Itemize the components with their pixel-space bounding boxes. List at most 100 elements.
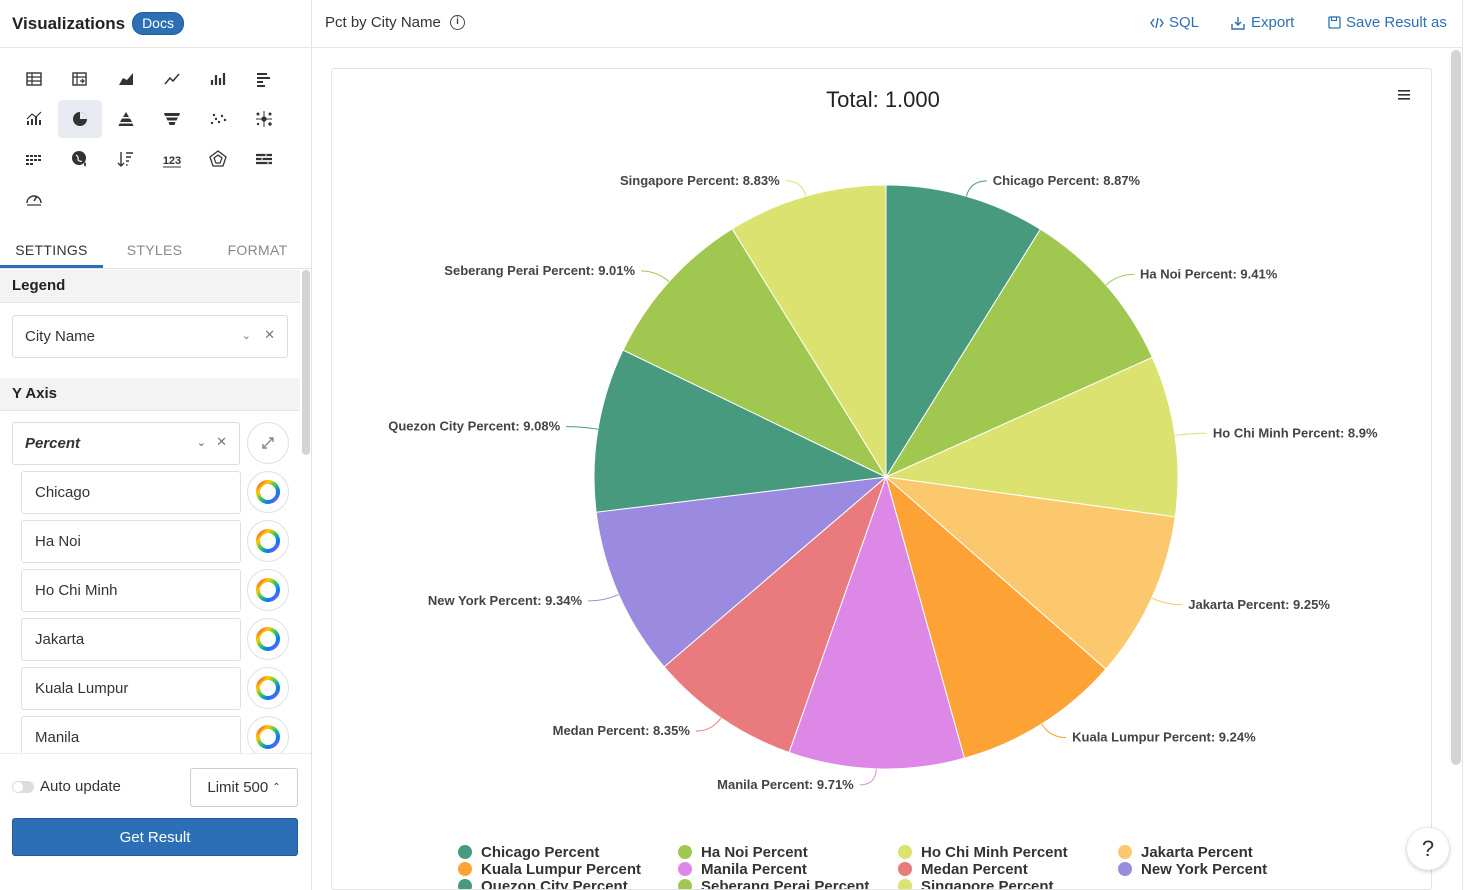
bar-chart-button[interactable] <box>242 60 286 98</box>
series-color-button[interactable] <box>247 618 289 660</box>
combo-chart-button[interactable] <box>12 100 56 138</box>
legend-swatch <box>898 862 912 876</box>
pivot-table-button[interactable] <box>58 60 102 98</box>
tab-format[interactable]: FORMAT <box>227 242 288 258</box>
series-color-button[interactable] <box>247 716 289 753</box>
pie-slice[interactable] <box>884 476 1176 670</box>
progress-bar-icon <box>256 153 272 165</box>
series-item[interactable]: Ho Chi Minh <box>21 569 241 612</box>
geo-map-button[interactable] <box>58 140 102 178</box>
pie-slice[interactable] <box>731 184 887 479</box>
collapse-series-button[interactable] <box>247 422 289 464</box>
pie-slice[interactable] <box>788 475 966 770</box>
pie-slice[interactable] <box>663 475 888 754</box>
sql-button[interactable]: SQL <box>1150 14 1199 31</box>
scatter-chart-icon <box>210 113 227 125</box>
sorted-bar-button[interactable] <box>104 140 148 178</box>
main-scrollbar[interactable] <box>1451 50 1461 765</box>
legend-item[interactable]: Seberang Perai Percent <box>678 878 869 890</box>
legend-select-value: City Name <box>25 328 96 345</box>
bubble-chart-button[interactable] <box>242 100 286 138</box>
legend-item[interactable]: Kuala Lumpur Percent <box>458 861 641 878</box>
label-connector <box>641 270 670 283</box>
clear-icon[interactable]: ✕ <box>264 327 275 342</box>
progress-bar-button[interactable] <box>242 140 286 178</box>
series-item[interactable]: Manila <box>21 716 241 753</box>
funnel-chart-button[interactable] <box>150 100 194 138</box>
pyramid-chart-icon <box>118 112 134 126</box>
pie-slice[interactable] <box>884 228 1154 479</box>
area-chart-button[interactable] <box>104 60 148 98</box>
legend-item[interactable]: Singapore Percent <box>898 878 1054 890</box>
scatter-chart-button[interactable] <box>196 100 240 138</box>
bubble-chart-icon <box>256 111 272 127</box>
save-result-button[interactable]: Save Result as <box>1328 14 1447 31</box>
series-color-button[interactable] <box>247 667 289 709</box>
legend-item[interactable]: Chicago Percent <box>458 844 599 861</box>
radar-chart-button[interactable] <box>196 140 240 178</box>
legend-swatch <box>458 862 472 876</box>
export-label: Export <box>1251 14 1295 31</box>
yaxis-select[interactable]: Percent ⌄ ✕ <box>12 422 240 465</box>
limit-dropdown[interactable]: Limit 500 ⌃ <box>190 768 298 807</box>
number-card-icon: 123 <box>163 155 181 168</box>
table-button[interactable] <box>12 60 56 98</box>
series-item[interactable]: Ha Noi <box>21 520 241 563</box>
clear-icon[interactable]: ✕ <box>216 434 227 449</box>
heatmap-button[interactable] <box>12 140 56 178</box>
legend-item[interactable]: Manila Percent <box>678 861 807 878</box>
data-label: Medan Percent: 8.35% <box>553 723 691 738</box>
legend-label: Medan Percent <box>921 861 1028 878</box>
yaxis-section-title: Y Axis <box>0 378 300 411</box>
color-wheel-icon <box>256 627 280 651</box>
line-chart-icon <box>164 73 180 85</box>
series-color-button[interactable] <box>247 520 289 562</box>
bar-chart-icon <box>257 73 270 87</box>
get-result-button[interactable]: Get Result <box>12 818 298 856</box>
settings-scrollbar[interactable] <box>302 270 310 455</box>
legend-item[interactable]: Medan Percent <box>898 861 1028 878</box>
export-button[interactable]: Export <box>1230 14 1294 31</box>
number-card-button[interactable]: 123 <box>150 140 194 178</box>
chart-menu-icon[interactable] <box>1398 90 1410 100</box>
info-icon[interactable]: i <box>450 15 465 30</box>
series-item[interactable]: Chicago <box>21 471 241 514</box>
help-button[interactable]: ? <box>1407 828 1449 870</box>
gauge-icon <box>26 195 42 206</box>
column-chart-button[interactable] <box>196 60 240 98</box>
auto-update-toggle[interactable] <box>12 781 34 793</box>
series-item[interactable]: Jakarta <box>21 618 241 661</box>
pie-slice[interactable] <box>885 475 1107 759</box>
legend-item[interactable]: Jakarta Percent <box>1118 844 1253 861</box>
legend-item[interactable]: Ha Noi Percent <box>678 844 808 861</box>
series-color-button[interactable] <box>247 569 289 611</box>
pyramid-chart-button[interactable] <box>104 100 148 138</box>
legend-label: Quezon City Percent <box>481 878 628 890</box>
label-connector <box>1041 723 1067 739</box>
series-color-button[interactable] <box>247 471 289 513</box>
legend-item[interactable]: New York Percent <box>1118 861 1267 878</box>
settings-tabs: SETTINGS STYLES FORMAT <box>0 234 311 269</box>
chevron-down-icon[interactable]: ⌄ <box>196 437 206 449</box>
legend-select[interactable]: City Name ⌄ ✕ <box>12 315 288 358</box>
pie-chart-button[interactable] <box>58 100 102 138</box>
sorted-bar-icon <box>117 152 133 167</box>
legend-label: Manila Percent <box>701 861 807 878</box>
tab-settings[interactable]: SETTINGS <box>0 234 103 268</box>
docs-link[interactable]: Docs <box>132 12 184 35</box>
legend-swatch <box>1118 845 1132 859</box>
pie-slice[interactable] <box>885 184 1042 479</box>
series-item[interactable]: Kuala Lumpur <box>21 667 241 710</box>
legend-item[interactable]: Ho Chi Minh Percent <box>898 844 1068 861</box>
legend-item[interactable]: Quezon City Percent <box>458 878 628 890</box>
label-connector <box>785 180 807 197</box>
tab-styles[interactable]: STYLES <box>126 242 183 258</box>
chevron-down-icon[interactable]: ⌄ <box>241 330 251 342</box>
limit-value: Limit 500 <box>207 779 269 796</box>
label-connector <box>859 768 877 786</box>
line-chart-button[interactable] <box>150 60 194 98</box>
chart-name[interactable]: Pct by City Name <box>325 14 441 31</box>
combo-chart-icon <box>26 111 42 125</box>
pie-slice[interactable] <box>595 476 888 668</box>
gauge-button[interactable] <box>12 180 56 218</box>
